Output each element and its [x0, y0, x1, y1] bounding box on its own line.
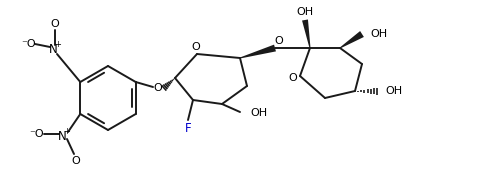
Text: OH: OH	[250, 108, 267, 118]
Polygon shape	[302, 19, 310, 48]
Text: O: O	[274, 36, 284, 46]
Text: N: N	[57, 130, 67, 142]
Polygon shape	[340, 31, 364, 48]
Text: OH: OH	[297, 7, 314, 17]
Text: O: O	[289, 73, 297, 83]
Text: ⁻O: ⁻O	[22, 39, 36, 49]
Polygon shape	[240, 45, 276, 58]
Text: O: O	[154, 83, 162, 93]
Text: OH: OH	[370, 29, 387, 39]
Text: ⁻O: ⁻O	[30, 129, 45, 139]
Text: +: +	[55, 40, 61, 48]
Text: N: N	[49, 43, 57, 55]
Text: O: O	[51, 19, 59, 29]
Text: +: +	[64, 126, 70, 135]
Text: O: O	[192, 42, 200, 52]
Text: OH: OH	[385, 86, 402, 96]
Text: O: O	[72, 156, 80, 166]
Text: F: F	[185, 122, 191, 134]
